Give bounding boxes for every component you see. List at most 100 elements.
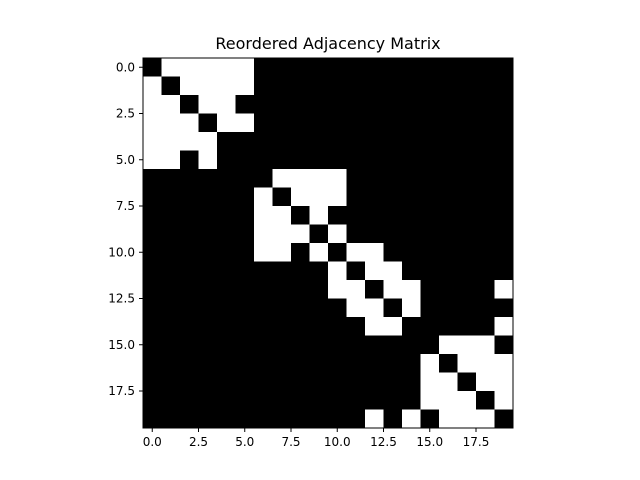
heatmap-cell-14-0 bbox=[143, 317, 162, 336]
heatmap-cell-0-14 bbox=[402, 58, 421, 77]
heatmap-cell-12-11 bbox=[346, 280, 366, 299]
heatmap-cell-3-3 bbox=[198, 113, 218, 133]
heatmap-cell-18-0 bbox=[143, 391, 162, 410]
heatmap-cell-19-13 bbox=[383, 409, 403, 429]
heatmap-cell-17-17 bbox=[457, 372, 477, 392]
heatmap-cell-5-7 bbox=[272, 150, 292, 170]
heatmap-cell-4-14 bbox=[402, 132, 421, 151]
heatmap-cell-5-4 bbox=[217, 150, 236, 170]
heatmap-cell-5-10 bbox=[328, 150, 347, 170]
heatmap-cell-16-7 bbox=[272, 354, 292, 373]
heatmap-cell-7-1 bbox=[161, 187, 181, 207]
heatmap-cell-13-18 bbox=[476, 298, 495, 318]
heatmap-cell-2-13 bbox=[383, 95, 403, 114]
heatmap-cell-4-4 bbox=[217, 132, 236, 151]
heatmap-cell-6-18 bbox=[476, 169, 495, 188]
y-tick-label: 15.0 bbox=[108, 338, 135, 352]
heatmap-cell-12-12 bbox=[365, 280, 384, 299]
heatmap-cell-14-7 bbox=[272, 317, 292, 336]
heatmap-cell-17-12 bbox=[365, 372, 384, 392]
heatmap-cell-0-15 bbox=[420, 58, 440, 77]
heatmap-cell-7-8 bbox=[291, 187, 310, 207]
heatmap-cell-11-15 bbox=[420, 261, 440, 281]
heatmap-cell-18-14 bbox=[402, 391, 421, 410]
heatmap-cell-19-7 bbox=[272, 409, 292, 429]
heatmap-cell-5-8 bbox=[291, 150, 310, 170]
heatmap-cell-4-0 bbox=[143, 132, 162, 151]
heatmap-cell-6-5 bbox=[235, 169, 255, 188]
heatmap-cell-8-16 bbox=[439, 206, 458, 225]
heatmap-cell-16-9 bbox=[309, 354, 329, 373]
heatmap-cell-11-14 bbox=[402, 261, 421, 281]
heatmap-cell-2-17 bbox=[457, 95, 477, 114]
heatmap-cell-14-18 bbox=[476, 317, 495, 336]
heatmap-cell-15-9 bbox=[309, 335, 329, 355]
heatmap-cell-2-7 bbox=[272, 95, 292, 114]
heatmap-cell-11-10 bbox=[328, 261, 347, 281]
heatmap-cell-10-11 bbox=[346, 243, 366, 262]
heatmap-cell-9-18 bbox=[476, 224, 495, 244]
heatmap-cell-13-9 bbox=[309, 298, 329, 318]
heatmap-cell-6-13 bbox=[383, 169, 403, 188]
heatmap-cell-15-11 bbox=[346, 335, 366, 355]
heatmap-cell-0-5 bbox=[235, 58, 255, 77]
heatmap-cell-6-3 bbox=[198, 169, 218, 188]
heatmap-cell-4-12 bbox=[365, 132, 384, 151]
heatmap-cell-16-4 bbox=[217, 354, 236, 373]
heatmap-cell-14-4 bbox=[217, 317, 236, 336]
heatmap-cell-15-1 bbox=[161, 335, 181, 355]
heatmap-cell-16-18 bbox=[476, 354, 495, 373]
heatmap-cell-1-0 bbox=[143, 76, 162, 96]
heatmap-cell-15-15 bbox=[420, 335, 440, 355]
heatmap-cell-1-4 bbox=[217, 76, 236, 96]
heatmap-cell-9-14 bbox=[402, 224, 421, 244]
heatmap-cell-6-0 bbox=[143, 169, 162, 188]
heatmap-cell-1-6 bbox=[254, 76, 273, 96]
heatmap-cell-15-2 bbox=[180, 335, 199, 355]
heatmap-cell-5-1 bbox=[161, 150, 181, 170]
heatmap-cell-10-2 bbox=[180, 243, 199, 262]
heatmap-cell-5-17 bbox=[457, 150, 477, 170]
heatmap-cell-9-13 bbox=[383, 224, 403, 244]
heatmap-cell-4-15 bbox=[420, 132, 440, 151]
heatmap-cell-15-4 bbox=[217, 335, 236, 355]
heatmap-cell-9-16 bbox=[439, 224, 458, 244]
heatmap-cell-3-12 bbox=[365, 113, 384, 133]
heatmap-cell-14-1 bbox=[161, 317, 181, 336]
heatmap-cell-12-9 bbox=[309, 280, 329, 299]
heatmap-cell-13-4 bbox=[217, 298, 236, 318]
heatmap-cell-11-3 bbox=[198, 261, 218, 281]
heatmap-cell-2-19 bbox=[494, 95, 514, 114]
heatmap-cell-4-1 bbox=[161, 132, 181, 151]
heatmap-cell-8-18 bbox=[476, 206, 495, 225]
heatmap-cell-6-6 bbox=[254, 169, 273, 188]
heatmap-cell-10-3 bbox=[198, 243, 218, 262]
heatmap-cell-12-2 bbox=[180, 280, 199, 299]
heatmap-cell-3-18 bbox=[476, 113, 495, 133]
heatmap-cell-19-10 bbox=[328, 409, 347, 429]
heatmap-cell-17-8 bbox=[291, 372, 310, 392]
heatmap-cell-11-16 bbox=[439, 261, 458, 281]
heatmap-cell-14-14 bbox=[402, 317, 421, 336]
heatmap-cell-14-15 bbox=[420, 317, 440, 336]
plot-frame bbox=[142, 57, 514, 429]
heatmap-cell-6-12 bbox=[365, 169, 384, 188]
heatmap-cell-15-10 bbox=[328, 335, 347, 355]
heatmap-cell-8-1 bbox=[161, 206, 181, 225]
heatmap-cell-2-0 bbox=[143, 95, 162, 114]
heatmap-cell-18-17 bbox=[457, 391, 477, 410]
heatmap-cell-13-2 bbox=[180, 298, 199, 318]
heatmap-cell-2-4 bbox=[217, 95, 236, 114]
heatmap-cell-14-3 bbox=[198, 317, 218, 336]
heatmap-cell-9-17 bbox=[457, 224, 477, 244]
heatmap-cell-2-18 bbox=[476, 95, 495, 114]
heatmap-cell-14-10 bbox=[328, 317, 347, 336]
heatmap-cell-2-16 bbox=[439, 95, 458, 114]
heatmap-cell-15-6 bbox=[254, 335, 273, 355]
heatmap-cell-9-9 bbox=[309, 224, 329, 244]
heatmap-cell-6-17 bbox=[457, 169, 477, 188]
heatmap-cell-18-8 bbox=[291, 391, 310, 410]
heatmap-cell-2-10 bbox=[328, 95, 347, 114]
heatmap-cell-8-14 bbox=[402, 206, 421, 225]
